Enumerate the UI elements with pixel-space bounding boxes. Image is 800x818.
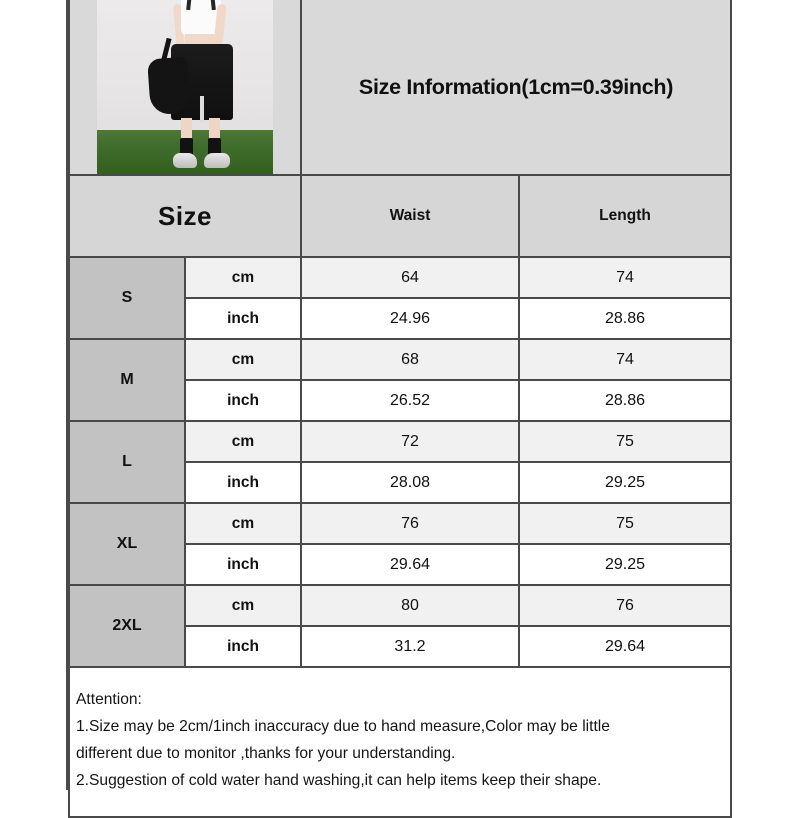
table-row: inch 31.2 29.64: [69, 625, 732, 668]
table-row: M cm 68 74: [68, 338, 732, 422]
table-row: inch 29.64 29.25: [69, 543, 732, 586]
photo-tote-bag: [147, 56, 191, 116]
value-length-l-cm: 75: [518, 420, 732, 463]
attention-line-1: 1.Size may be 2cm/1inch inaccuracy due t…: [76, 718, 610, 735]
header-label-length: Length: [599, 207, 651, 224]
value-waist-s-inch: 24.96: [300, 297, 520, 340]
value-length-l-inch: 29.25: [518, 461, 732, 504]
photo-strap-right: [210, 0, 216, 11]
size-chart-table-container: Size Information(1cm=0.39inch) Size Wais…: [66, 0, 732, 818]
unit-label-inch: inch: [184, 625, 302, 668]
product-photo-cell: [68, 0, 302, 176]
value-length-2xl-inch: 29.64: [518, 625, 732, 668]
photo-left-leg: [181, 118, 192, 140]
value-waist-2xl-cm: 80: [300, 584, 520, 627]
attention-line-2: different due to monitor ,thanks for you…: [76, 745, 456, 762]
unit-label-inch: inch: [184, 543, 302, 586]
value-waist-xl-cm: 76: [300, 502, 520, 545]
header-cell-waist: Waist: [300, 174, 520, 258]
unit-label-cm: cm: [184, 502, 302, 545]
size-chart-page: Size Information(1cm=0.39inch) Size Wais…: [66, 0, 732, 818]
size-label-l: L: [68, 420, 186, 504]
size-label-s: S: [68, 256, 186, 340]
table-row: inch 26.52 28.86: [69, 379, 732, 422]
attention-heading: Attention:: [76, 691, 142, 708]
product-photo-image: [97, 0, 273, 174]
photo-left-sock: [180, 138, 193, 156]
photo-right-sneaker: [204, 153, 230, 168]
value-length-s-inch: 28.86: [518, 297, 732, 340]
photo-right-leg: [209, 118, 220, 140]
header-cell-length: Length: [518, 174, 732, 258]
size-label-2xl: 2XL: [68, 584, 186, 668]
unit-label-cm: cm: [184, 584, 302, 627]
unit-label-inch: inch: [184, 379, 302, 422]
photo-right-sock: [208, 138, 221, 156]
attention-row: Attention: 1.Size may be 2cm/1inch inacc…: [68, 666, 732, 818]
chart-banner-row: Size Information(1cm=0.39inch): [68, 0, 732, 176]
table-row: inch 28.08 29.25: [69, 461, 732, 504]
value-length-s-cm: 74: [518, 256, 732, 299]
column-header-row: Size Waist Length: [68, 174, 732, 258]
value-waist-xl-inch: 29.64: [300, 543, 520, 586]
chart-title: Size Information(1cm=0.39inch): [358, 74, 674, 99]
value-waist-2xl-inch: 31.2: [300, 625, 520, 668]
unit-label-inch: inch: [184, 297, 302, 340]
value-waist-m-inch: 26.52: [300, 379, 520, 422]
size-chart-table: Size Information(1cm=0.39inch) Size Wais…: [68, 0, 732, 818]
header-label-waist: Waist: [389, 207, 431, 224]
photo-shorts-gap: [200, 96, 204, 122]
table-row: S cm 64 74: [68, 256, 732, 340]
value-length-m-inch: 28.86: [518, 379, 732, 422]
unit-label-cm: cm: [184, 420, 302, 463]
unit-label-inch: inch: [184, 461, 302, 504]
unit-label-cm: cm: [184, 338, 302, 381]
value-waist-s-cm: 64: [300, 256, 520, 299]
attention-note-cell: Attention: 1.Size may be 2cm/1inch inacc…: [68, 666, 732, 818]
value-waist-l-inch: 28.08: [300, 461, 520, 504]
header-cell-size: Size: [68, 174, 302, 258]
value-length-xl-cm: 75: [518, 502, 732, 545]
chart-title-cell: Size Information(1cm=0.39inch): [300, 0, 732, 176]
value-waist-m-cm: 68: [300, 338, 520, 381]
unit-label-cm: cm: [184, 256, 302, 299]
header-label-size: Size: [157, 200, 213, 231]
size-label-xl: XL: [68, 502, 186, 586]
value-length-2xl-cm: 76: [518, 584, 732, 627]
table-row: L cm 72 75: [68, 420, 732, 504]
table-row: inch 24.96 28.86: [69, 297, 732, 340]
photo-left-sneaker: [173, 153, 197, 168]
value-waist-l-cm: 72: [300, 420, 520, 463]
attention-line-3: 2.Suggestion of cold water hand washing,…: [76, 772, 602, 789]
table-row: XL cm 76 75: [68, 502, 732, 586]
size-label-m: M: [68, 338, 186, 422]
value-length-m-cm: 74: [518, 338, 732, 381]
table-row: 2XL cm 80 76: [68, 584, 732, 668]
value-length-xl-inch: 29.25: [518, 543, 732, 586]
product-photo-wrap: [70, 0, 300, 174]
